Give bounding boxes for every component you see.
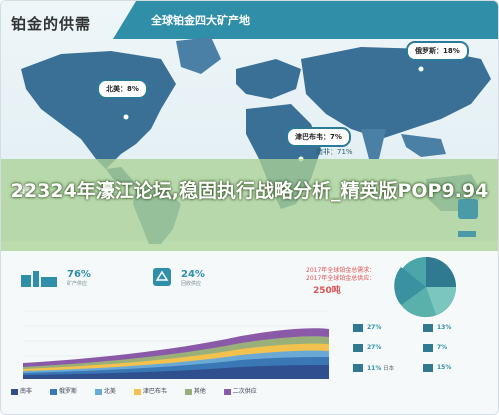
pin-north-america bbox=[122, 113, 130, 121]
banner bbox=[113, 1, 498, 39]
right-stat-2: 13% bbox=[437, 324, 452, 331]
region-russia: 俄罗斯：18% bbox=[406, 41, 469, 61]
pie-slice-4 bbox=[394, 267, 426, 305]
title-overlay bbox=[1, 159, 498, 251]
legend-item: 北美 bbox=[94, 386, 124, 395]
right-stat-4: 7% bbox=[437, 344, 448, 351]
legend-item: 其他 bbox=[184, 386, 214, 395]
overlay-title: 22324年濠江论坛,稳固执行战略分析_精英版POP9.94 bbox=[10, 180, 489, 202]
side-block-icon bbox=[458, 199, 478, 219]
right-stat-6: 15% bbox=[437, 364, 452, 371]
landmass-se-asia bbox=[401, 134, 446, 157]
region-north-america: 北美：8% bbox=[97, 79, 148, 99]
legend-swatch bbox=[223, 388, 231, 395]
landmass-north-america bbox=[21, 51, 176, 169]
legend-swatch bbox=[94, 388, 102, 395]
legend-swatch bbox=[133, 388, 141, 395]
supply-area-chart bbox=[23, 310, 329, 379]
total-value: 250吨 bbox=[313, 286, 341, 296]
stat-swatch bbox=[353, 364, 363, 372]
stat-swatch bbox=[423, 324, 433, 332]
stat-swatch bbox=[423, 344, 433, 352]
area-south-africa bbox=[23, 365, 329, 379]
legend-item: 南非 bbox=[11, 386, 40, 395]
region-zimbabwe: 津巴布韦：7% bbox=[286, 127, 351, 147]
side-label: 铂金 bbox=[15, 185, 35, 196]
landmass-asia bbox=[301, 47, 491, 139]
landmass-greenland bbox=[176, 37, 221, 74]
landmass-europe bbox=[236, 59, 301, 99]
right-stat-3: 27% bbox=[367, 344, 382, 351]
legend-swatch bbox=[11, 388, 18, 395]
chart-legend: 南非 俄罗斯 北美 津巴布韦 其他 二次供应 bbox=[11, 386, 273, 395]
banner-title: 全球铂金四大矿产地 bbox=[151, 14, 250, 27]
legend-swatch bbox=[184, 388, 192, 395]
stat-mining-supply: 76% 矿产供应 bbox=[67, 269, 91, 287]
stat-recycle-supply: 24% 回收供应 bbox=[181, 269, 205, 287]
pie-slice-1 bbox=[426, 257, 456, 287]
pie-slice-3 bbox=[401, 287, 436, 318]
landmass-india bbox=[361, 129, 386, 159]
stat-swatch bbox=[423, 364, 433, 372]
stat-swatch bbox=[353, 344, 363, 352]
brand-title: 铂金的供需 bbox=[11, 15, 92, 33]
legend-item: 二次供应 bbox=[223, 386, 265, 395]
right-stat-1: 27% bbox=[367, 324, 382, 331]
side-bar-icon bbox=[458, 231, 476, 237]
recycle-icon bbox=[153, 268, 171, 286]
demand-pie bbox=[394, 257, 456, 318]
total-demand-lines: 2017年全球铂金总需求： 2017年全球铂金总供应： bbox=[306, 267, 376, 282]
stat-swatch bbox=[353, 324, 363, 332]
legend-swatch bbox=[49, 388, 57, 395]
pin-russia bbox=[417, 65, 425, 73]
region-south-africa: 南非：71% bbox=[316, 148, 353, 156]
factory-icon bbox=[21, 271, 57, 287]
legend-item: 津巴布韦 bbox=[133, 386, 175, 395]
legend-item: 俄罗斯 bbox=[49, 386, 85, 395]
right-stat-5: 11% 日本 bbox=[367, 365, 395, 372]
